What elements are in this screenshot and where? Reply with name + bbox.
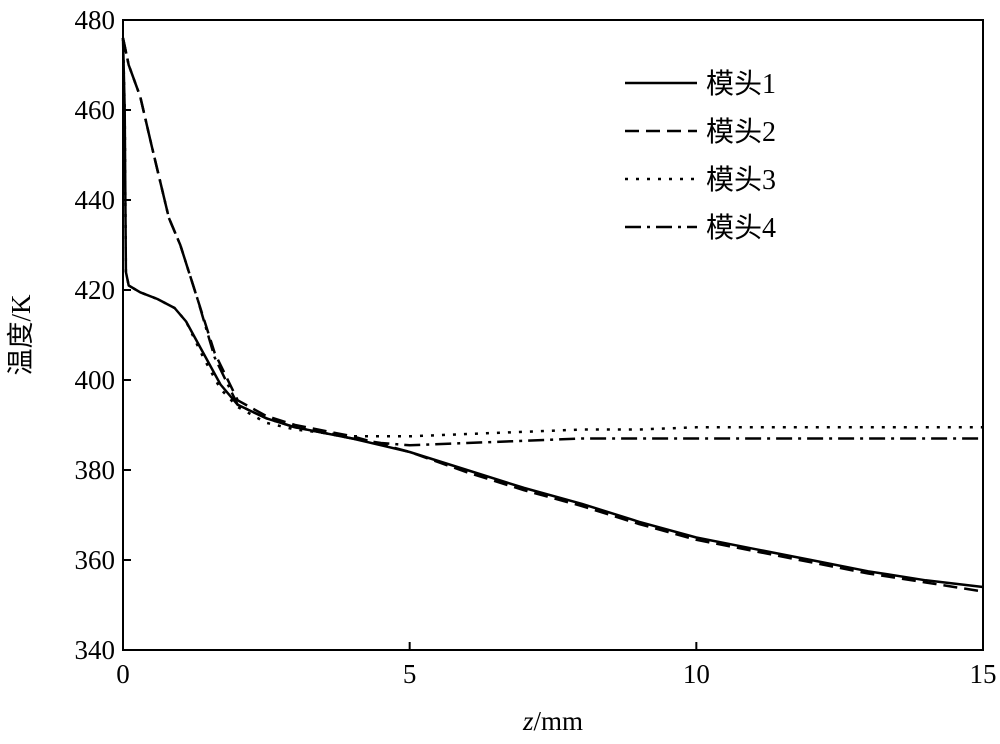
y-axis: 340 360 380 400 420 440 460 480 (75, 5, 131, 665)
legend-label-3: 模头3 (706, 164, 776, 196)
y-tick-label: 340 (75, 635, 116, 665)
series-line-2 (121, 37, 984, 593)
y-axis-title: 温度/K (6, 294, 36, 376)
x-axis-variable: z (522, 706, 534, 736)
x-tick-label: 10 (683, 659, 710, 689)
plot-frame (122, 19, 984, 651)
x-tick-label: 0 (116, 659, 130, 689)
y-tick-label: 460 (75, 95, 116, 125)
legend-label-1: 模头1 (706, 68, 776, 100)
series-line-4 (121, 37, 983, 447)
y-tick-label: 440 (75, 185, 116, 215)
y-tick-label: 360 (75, 545, 116, 575)
y-tick-label: 380 (75, 455, 116, 485)
plot-marks (121, 37, 984, 593)
x-tick-label: 5 (403, 659, 417, 689)
x-tick-label: 15 (970, 659, 997, 689)
x-axis-unit: /mm (534, 706, 584, 736)
y-tick-label: 420 (75, 275, 116, 305)
series-line-3 (121, 37, 983, 438)
legend-label-4: 模头4 (706, 212, 776, 244)
x-axis: 0 5 10 15 (116, 642, 997, 689)
x-axis-title: z/mm (522, 706, 583, 736)
legend-label-2: 模头2 (706, 116, 776, 148)
series-line-1 (121, 37, 984, 589)
legend: 模头1 模头2 模头3 模头4 (625, 68, 776, 244)
y-tick-label: 400 (75, 365, 116, 395)
y-tick-label: 480 (75, 5, 116, 35)
